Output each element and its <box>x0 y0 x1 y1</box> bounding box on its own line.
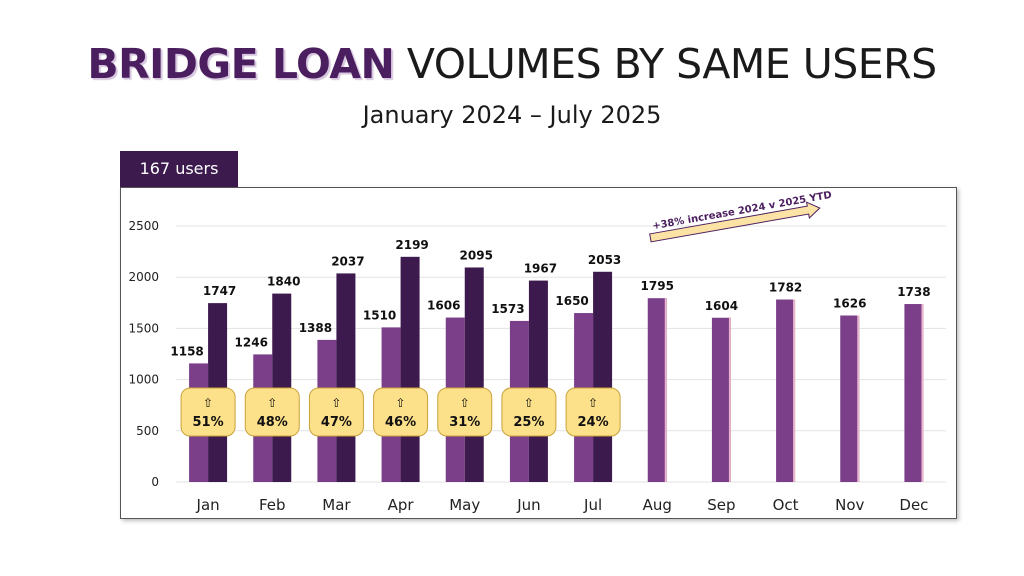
chart-subtitle: January 2024 – July 2025 <box>362 101 662 129</box>
ytd-increase-arrow: +38% increase 2024 v 2025 YTD <box>649 190 833 243</box>
data-label-2025: 1840 <box>267 275 300 289</box>
bar-2025 <box>528 280 548 482</box>
bar-edge <box>857 315 860 482</box>
data-label-2024: 1606 <box>427 299 460 313</box>
bar-2024 <box>776 299 796 482</box>
increase-badge <box>373 387 429 437</box>
x-category-label: Mar <box>322 496 351 514</box>
increase-badge <box>244 387 300 437</box>
up-arrow-icon: ⇧ <box>460 396 470 410</box>
increase-badge <box>501 387 557 437</box>
data-label-2024: 1795 <box>641 279 674 293</box>
data-label-2024: 1738 <box>897 285 930 299</box>
increase-badge-label: 25% <box>513 415 544 430</box>
bar-2025 <box>464 267 484 482</box>
bar-edge <box>921 304 924 482</box>
x-category-label: Oct <box>773 496 799 514</box>
data-label-2025: 1967 <box>524 262 557 276</box>
up-arrow-icon: ⇧ <box>267 396 277 410</box>
increase-badge-label: 47% <box>321 415 352 430</box>
up-arrow-icon: ⇧ <box>524 396 534 410</box>
bar-2024 <box>711 317 731 482</box>
increase-badge <box>437 387 493 437</box>
up-arrow-icon: ⇧ <box>396 396 406 410</box>
bar-chart: 0 500 1000 1500 2000 2500 1158 1747 Jan 1246 1840 F… <box>128 190 946 514</box>
x-category-label: Apr <box>388 496 415 514</box>
y-tick-label: 0 <box>151 475 159 489</box>
x-category-label: Jul <box>583 496 602 514</box>
x-category-label: Dec <box>899 496 928 514</box>
up-arrow-icon: ⇧ <box>588 396 598 410</box>
increase-badge <box>180 387 236 437</box>
bar-2025 <box>593 271 613 482</box>
y-tick-label: 500 <box>136 424 159 438</box>
up-arrow-icon: ⇧ <box>203 396 213 410</box>
increase-badge <box>308 387 364 437</box>
data-label-2024: 1573 <box>491 302 524 316</box>
increase-badge-label: 24% <box>578 415 609 430</box>
x-category-label: Nov <box>835 496 864 514</box>
bar-2025 <box>400 256 420 482</box>
x-category-label: Jun <box>516 496 540 514</box>
up-arrow-icon: ⇧ <box>331 396 341 410</box>
data-label-2024: 1388 <box>299 321 332 335</box>
y-tick-label: 2000 <box>128 270 159 284</box>
increase-badge-label: 48% <box>257 415 288 430</box>
x-category-label: May <box>449 496 480 514</box>
data-label-2024: 1510 <box>363 308 396 322</box>
data-label-2024: 1604 <box>705 299 738 313</box>
bar-2024 <box>647 298 667 482</box>
data-label-2025: 1747 <box>203 284 236 298</box>
chart-title-rest: VOLUMES BY SAME USERS <box>406 40 937 88</box>
arrow-shape <box>649 201 821 243</box>
chart-title-bold: BRIDGE LOAN <box>87 40 395 88</box>
bar-edge <box>793 299 796 482</box>
data-label-2024: 1782 <box>769 281 802 295</box>
increase-badge-label: 46% <box>385 415 416 430</box>
x-category-label: Sep <box>707 496 735 514</box>
bar-edge <box>728 317 731 482</box>
x-category-label: Feb <box>259 496 286 514</box>
chart-title: BRIDGE LOAN VOLUMES BY SAME USERS <box>0 38 1024 90</box>
data-label-2024: 1650 <box>555 294 588 308</box>
users-count-tab: 167 users <box>120 151 238 187</box>
chart-container: 0 500 1000 1500 2000 2500 1158 1747 Jan 1246 1840 F… <box>120 187 957 519</box>
x-category-label: Jan <box>196 496 220 514</box>
data-label-2024: 1246 <box>235 335 268 349</box>
increase-badge <box>565 387 621 437</box>
increase-badge-label: 31% <box>449 415 480 430</box>
y-tick-label: 1000 <box>128 373 159 387</box>
x-category-label: Aug <box>643 496 672 514</box>
data-label-2025: 2199 <box>395 238 428 252</box>
data-label-2024: 1626 <box>833 296 866 310</box>
y-tick-label: 2500 <box>128 219 159 233</box>
data-label-2025: 2095 <box>460 248 493 262</box>
data-label-2024: 1158 <box>170 344 203 358</box>
data-label-2025: 2053 <box>588 253 621 267</box>
bar-edge <box>664 298 667 482</box>
bar-2024 <box>904 304 924 482</box>
bar-2024 <box>840 315 860 482</box>
increase-badge-label: 51% <box>193 415 224 430</box>
bar-2025 <box>336 273 356 482</box>
y-tick-label: 1500 <box>128 321 159 335</box>
data-label-2025: 2037 <box>331 254 364 268</box>
